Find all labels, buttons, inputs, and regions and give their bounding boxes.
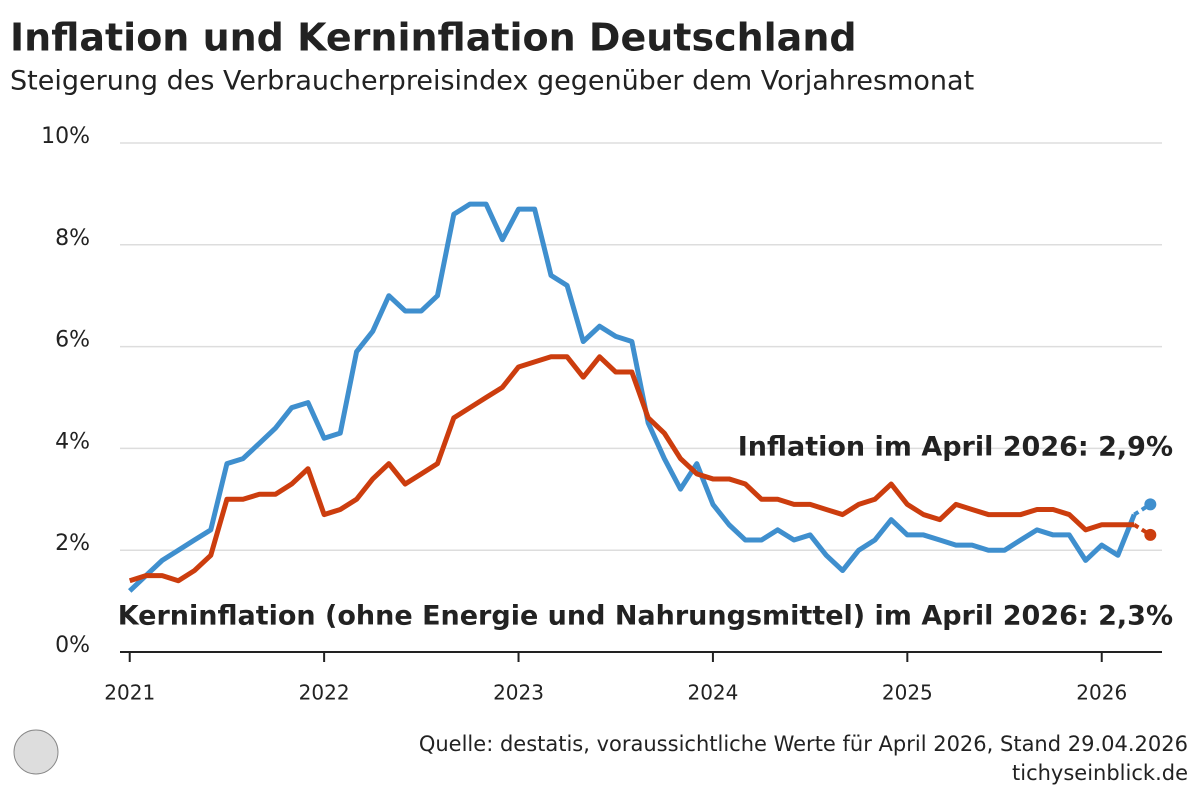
y-tick-label: 2% <box>55 531 90 556</box>
source: Quelle: destatis, voraussichtliche Werte… <box>419 732 1188 756</box>
last-point <box>1144 498 1157 511</box>
projected-segment <box>1133 523 1152 537</box>
y-tick-label: 6% <box>55 328 90 353</box>
series-line <box>128 354 1135 584</box>
logo <box>13 729 59 775</box>
x-tick-label: 2025 <box>882 681 933 705</box>
y-tick-label: 4% <box>55 429 90 454</box>
x-tick-label: 2022 <box>299 681 350 705</box>
chart-subtitle: Steigerung des Verbraucherpreisindex geg… <box>10 66 974 97</box>
series-label: Inflation im April 2026: 2,9% <box>738 432 1173 463</box>
x-tick-label: 2024 <box>687 681 738 705</box>
projected-segment <box>1133 502 1152 517</box>
series-label: Kerninflation (ohne Energie und Nahrungs… <box>118 601 1173 632</box>
y-tick-label: 10% <box>41 124 90 149</box>
site: tichyseinblick.de <box>1012 761 1188 785</box>
last-point <box>1144 528 1157 541</box>
chart-title: Inflation und Kerninflation Deutschland <box>10 16 857 60</box>
series-line <box>128 201 1137 593</box>
x-tick-label: 2026 <box>1076 681 1127 705</box>
x-tick-label: 2021 <box>104 681 155 705</box>
x-tick-label: 2023 <box>493 681 544 705</box>
y-tick-label: 8% <box>55 226 90 251</box>
y-tick-label: 0% <box>55 633 90 658</box>
